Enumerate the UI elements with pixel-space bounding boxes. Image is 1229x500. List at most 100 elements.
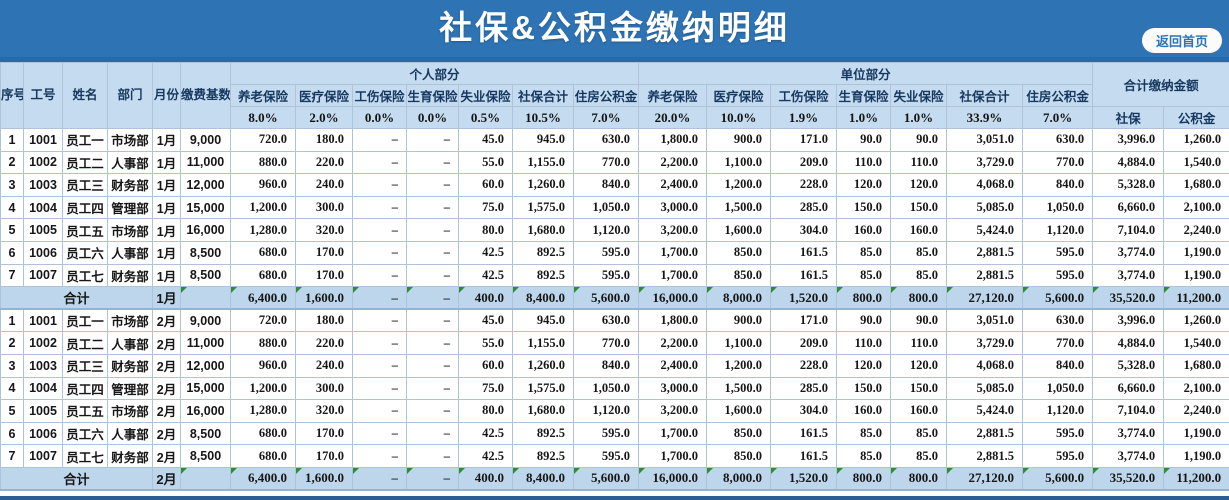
cell-s1-r0-c16[interactable]: 90.0 (836, 308, 892, 333)
total-value-s1-c3[interactable]: 6,400.0 (230, 466, 296, 491)
cell-s0-r3-c3[interactable]: 管理部 (107, 195, 153, 220)
cell-s1-r3-c14[interactable]: 1,500.0 (706, 376, 772, 401)
cell-s0-r0-c12[interactable]: 630.0 (572, 128, 640, 152)
total-month-s0[interactable]: 1月 (152, 286, 181, 311)
cell-s1-r2-c1[interactable]: 1003 (23, 353, 63, 378)
cell-s0-r3-c19[interactable]: 1,050.0 (1022, 195, 1094, 220)
cell-s1-r0-c2[interactable]: 员工一 (62, 308, 108, 333)
cell-s0-r3-c21[interactable]: 2,100.0 (1163, 195, 1229, 220)
cell-s1-r4-c9[interactable]: – (406, 399, 459, 423)
cell-s0-r4-c0[interactable]: 5 (0, 218, 24, 242)
total-value-s0-c8[interactable]: 8,400.0 (512, 286, 574, 311)
cell-s0-r6-c4[interactable]: 1月 (152, 263, 181, 288)
cell-s1-r4-c1[interactable]: 1005 (23, 399, 63, 423)
total-value-s1-c9[interactable]: 5,600.0 (572, 466, 640, 491)
cell-s1-r5-c16[interactable]: 85.0 (836, 421, 892, 446)
cell-s0-r1-c20[interactable]: 4,884.0 (1092, 150, 1165, 175)
cell-s0-r0-c13[interactable]: 1,800.0 (638, 128, 708, 152)
cell-s1-r6-c9[interactable]: – (406, 444, 459, 468)
cell-s0-r0-c0[interactable]: 1 (0, 128, 24, 152)
cell-s1-r3-c1[interactable]: 1004 (23, 376, 63, 401)
cell-s1-r3-c11[interactable]: 1,575.0 (512, 376, 574, 401)
cell-s0-r3-c7[interactable]: 300.0 (295, 195, 353, 220)
cell-s0-r5-c8[interactable]: – (352, 240, 407, 265)
cell-s0-r5-c15[interactable]: 161.5 (770, 240, 838, 265)
total-value-s0-c5[interactable]: – (352, 286, 407, 311)
cell-s1-r1-c17[interactable]: 110.0 (890, 331, 948, 355)
cell-s1-r5-c8[interactable]: – (352, 421, 407, 446)
cell-s1-r6-c2[interactable]: 员工七 (62, 444, 108, 468)
cell-s0-r3-c18[interactable]: 5,085.0 (946, 195, 1024, 220)
cell-s1-r6-c7[interactable]: 170.0 (295, 444, 353, 468)
cell-s0-r1-c10[interactable]: 55.0 (458, 150, 513, 175)
cell-s1-r3-c19[interactable]: 1,050.0 (1022, 376, 1094, 401)
cell-s1-r3-c17[interactable]: 150.0 (890, 376, 948, 401)
cell-s0-r3-c2[interactable]: 员工四 (62, 195, 108, 220)
cell-s1-r4-c16[interactable]: 160.0 (836, 399, 892, 423)
cell-s1-r4-c6[interactable]: 1,280.0 (230, 399, 296, 423)
cell-s1-r4-c20[interactable]: 7,104.0 (1092, 399, 1165, 423)
cell-s1-r5-c0[interactable]: 6 (0, 421, 24, 446)
cell-s1-r4-c2[interactable]: 员工五 (62, 399, 108, 423)
cell-s1-r3-c4[interactable]: 2月 (152, 376, 181, 401)
cell-s1-r0-c15[interactable]: 171.0 (770, 308, 838, 333)
cell-s0-r1-c11[interactable]: 1,155.0 (512, 150, 574, 175)
cell-s1-r0-c10[interactable]: 45.0 (458, 308, 513, 333)
cell-s0-r2-c14[interactable]: 1,200.0 (706, 173, 772, 197)
cell-s1-r5-c15[interactable]: 161.5 (770, 421, 838, 446)
cell-s1-r4-c21[interactable]: 2,240.0 (1163, 399, 1229, 423)
cell-s1-r1-c20[interactable]: 4,884.0 (1092, 331, 1165, 355)
cell-s0-r6-c6[interactable]: 680.0 (230, 263, 296, 288)
cell-s0-r3-c16[interactable]: 150.0 (836, 195, 892, 220)
cell-s1-r3-c21[interactable]: 2,100.0 (1163, 376, 1229, 401)
cell-s0-r4-c3[interactable]: 市场部 (107, 218, 153, 242)
total-value-s0-c18[interactable]: 11,200.0 (1163, 286, 1229, 311)
cell-s1-r0-c7[interactable]: 180.0 (295, 308, 353, 333)
cell-s0-r2-c5[interactable]: 12,000 (180, 173, 231, 197)
cell-s0-r4-c15[interactable]: 304.0 (770, 218, 838, 242)
cell-s0-r1-c12[interactable]: 770.0 (572, 150, 640, 175)
cell-s0-r5-c13[interactable]: 1,700.0 (638, 240, 708, 265)
cell-s0-r6-c12[interactable]: 595.0 (572, 263, 640, 288)
cell-s1-r2-c0[interactable]: 3 (0, 353, 24, 378)
total-value-s0-c13[interactable]: 800.0 (836, 286, 892, 311)
cell-s1-r3-c8[interactable]: – (352, 376, 407, 401)
cell-s1-r6-c14[interactable]: 850.0 (706, 444, 772, 468)
total-value-s0-c15[interactable]: 27,120.0 (946, 286, 1024, 311)
cell-s1-r5-c11[interactable]: 892.5 (512, 421, 574, 446)
cell-s0-r0-c10[interactable]: 45.0 (458, 128, 513, 152)
cell-s0-r4-c5[interactable]: 16,000 (180, 218, 231, 242)
cell-s1-r2-c18[interactable]: 4,068.0 (946, 353, 1024, 378)
cell-s0-r0-c4[interactable]: 1月 (152, 128, 181, 152)
cell-s0-r3-c8[interactable]: – (352, 195, 407, 220)
cell-s0-r0-c18[interactable]: 3,051.0 (946, 128, 1024, 152)
cell-s1-r3-c3[interactable]: 管理部 (107, 376, 153, 401)
cell-s1-r5-c13[interactable]: 1,700.0 (638, 421, 708, 446)
cell-s0-r6-c16[interactable]: 85.0 (836, 263, 892, 288)
cell-s1-r0-c11[interactable]: 945.0 (512, 308, 574, 333)
cell-s1-r5-c17[interactable]: 85.0 (890, 421, 948, 446)
cell-s0-r6-c2[interactable]: 员工七 (62, 263, 108, 288)
cell-s0-r4-c2[interactable]: 员工五 (62, 218, 108, 242)
cell-s0-r5-c17[interactable]: 85.0 (890, 240, 948, 265)
cell-s0-r6-c13[interactable]: 1,700.0 (638, 263, 708, 288)
cell-s0-r4-c11[interactable]: 1,680.0 (512, 218, 574, 242)
cell-s1-r1-c0[interactable]: 2 (0, 331, 24, 355)
cell-s0-r1-c0[interactable]: 2 (0, 150, 24, 175)
cell-s0-r1-c16[interactable]: 110.0 (836, 150, 892, 175)
cell-s0-r0-c5[interactable]: 9,000 (180, 128, 231, 152)
cell-s1-r3-c0[interactable]: 4 (0, 376, 24, 401)
cell-s0-r1-c6[interactable]: 880.0 (230, 150, 296, 175)
cell-s0-r1-c14[interactable]: 1,100.0 (706, 150, 772, 175)
cell-s1-r3-c16[interactable]: 150.0 (836, 376, 892, 401)
total-value-s0-c14[interactable]: 800.0 (890, 286, 948, 311)
cell-s1-r5-c6[interactable]: 680.0 (230, 421, 296, 446)
cell-s0-r5-c2[interactable]: 员工六 (62, 240, 108, 265)
cell-s0-r3-c6[interactable]: 1,200.0 (230, 195, 296, 220)
cell-s1-r6-c12[interactable]: 595.0 (572, 444, 640, 468)
cell-s1-r3-c5[interactable]: 15,000 (180, 376, 231, 401)
total-base-s0[interactable] (180, 286, 231, 311)
cell-s1-r5-c1[interactable]: 1006 (23, 421, 63, 446)
cell-s0-r1-c4[interactable]: 1月 (152, 150, 181, 175)
cell-s0-r2-c2[interactable]: 员工三 (62, 173, 108, 197)
